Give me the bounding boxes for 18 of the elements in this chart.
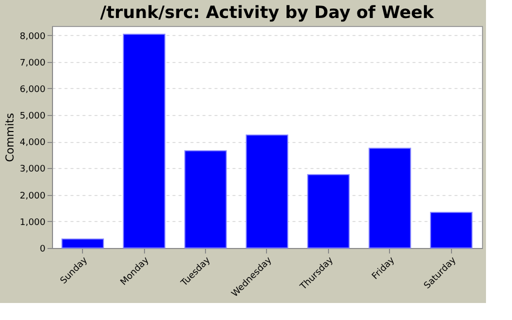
y-tick-label: 8,000 [20, 32, 46, 42]
y-tick-label: 3,000 [20, 164, 46, 175]
bar [246, 134, 288, 248]
bar [307, 174, 350, 248]
bar [368, 148, 412, 248]
y-tick-label: 2,000 [20, 191, 46, 202]
bar [430, 212, 473, 248]
y-tick-label: 7,000 [20, 58, 46, 68]
bar [184, 150, 227, 248]
bar [122, 34, 166, 248]
y-tick-label: 0 [40, 244, 46, 254]
y-tick-label: 5,000 [20, 112, 46, 122]
y-axis-title: Commits [4, 112, 17, 162]
y-tick-label: 1,000 [20, 218, 46, 228]
chart-title: /trunk/src: Activity by Day of Week [100, 3, 435, 23]
y-tick-label: 6,000 [20, 84, 46, 95]
y-tick-label: 4,000 [20, 138, 46, 148]
bar [61, 238, 104, 248]
